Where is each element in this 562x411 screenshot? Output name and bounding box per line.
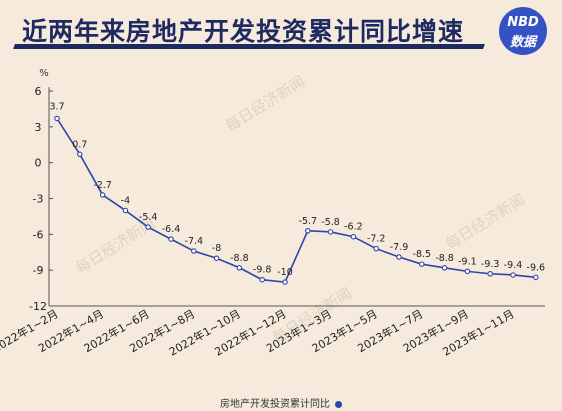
data-point: [487, 270, 493, 277]
series-polyline: [56, 118, 536, 283]
y-tick-label: -9: [33, 264, 44, 277]
data-point: [99, 192, 106, 198]
y-tick-label: -12: [29, 300, 47, 313]
nbd-logo: NBD 数据: [499, 7, 547, 55]
data-label: -7.4: [185, 236, 204, 247]
y-axis-unit: %: [39, 68, 49, 79]
data-label: -4: [121, 195, 130, 206]
legend-label: 房地产开发投资累计同比: [220, 399, 330, 410]
data-label: -9.1: [458, 256, 477, 267]
data-point: [191, 248, 197, 254]
series-line: [56, 118, 536, 283]
y-tick-label: -3: [33, 193, 44, 206]
logo-top-text: NBD: [507, 15, 539, 30]
data-point: [282, 279, 288, 285]
data-label: -9.4: [504, 260, 523, 271]
data-point: [54, 115, 60, 122]
data-label: -8.8: [435, 253, 454, 264]
watermark-text: 每日经济新闻: [222, 72, 308, 135]
y-tick-label: 3: [35, 121, 42, 134]
data-point: [510, 272, 516, 278]
data-point: [327, 229, 334, 235]
data-point: [533, 274, 539, 281]
data-point: [213, 255, 220, 261]
data-label: -9.6: [527, 262, 546, 273]
logo-bottom-text: 数据: [509, 35, 536, 50]
data-point: [122, 207, 129, 214]
data-label: -9.3: [481, 259, 500, 270]
data-point: [259, 276, 265, 283]
data-point: [419, 261, 425, 267]
data-point: [441, 265, 448, 271]
data-label: -5.8: [321, 217, 340, 228]
data-label: -6.4: [162, 224, 181, 235]
data-label: -10: [277, 267, 293, 278]
data-label: -7.2: [367, 234, 386, 245]
legend: 房地产开发投资累计同比: [0, 395, 562, 411]
data-point: [396, 254, 402, 260]
data-label: -8.5: [413, 249, 432, 260]
watermark-text: 每日经济新闻: [442, 190, 528, 253]
data-points: [54, 115, 539, 285]
data-point: [305, 228, 311, 234]
data-point: [168, 236, 174, 242]
data-label: -5.4: [139, 212, 158, 223]
data-point: [350, 233, 357, 240]
data-label: -7.9: [390, 242, 409, 253]
data-label: -8: [212, 243, 221, 254]
axes: 6 3 0 -3 -6 -9 -12: [29, 85, 545, 313]
y-tick-label: -6: [33, 228, 44, 241]
data-point: [464, 268, 471, 275]
data-label: -9.8: [253, 265, 272, 276]
title-bar: 近两年来房地产开发投资累计同比增速: [0, 0, 562, 62]
data-label: 0.7: [72, 139, 87, 150]
data-label: -5.7: [299, 216, 318, 227]
data-point: [145, 224, 151, 230]
x-tick-labels: 2022年1~2月2022年1~4月2022年1~6月2022年1~8月2022…: [0, 306, 517, 358]
data-point: [373, 245, 379, 252]
data-label: -2.7: [93, 180, 112, 191]
data-labels: 3.7 0.7 -2.7 -4 -5.4 -6.4 -7.4 -8 -8.8 -9.8 -10 -5.…: [49, 101, 545, 278]
legend-marker: [335, 400, 342, 408]
data-label: 3.7: [49, 101, 64, 112]
data-point: [236, 265, 243, 271]
data-label: -8.8: [230, 253, 249, 264]
y-tick-label: 6: [35, 85, 42, 98]
y-tick-label: 0: [35, 157, 42, 170]
page-title: 近两年来房地产开发投资累计同比增速: [22, 17, 465, 46]
data-point: [77, 151, 83, 158]
data-label: -6.2: [344, 222, 363, 233]
watermark-text: 每日经济新闻: [72, 214, 158, 277]
